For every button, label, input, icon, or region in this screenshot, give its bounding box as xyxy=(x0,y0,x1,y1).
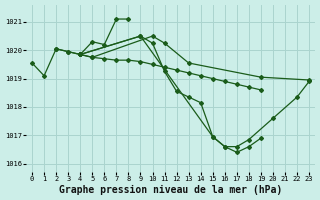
X-axis label: Graphe pression niveau de la mer (hPa): Graphe pression niveau de la mer (hPa) xyxy=(59,185,282,195)
